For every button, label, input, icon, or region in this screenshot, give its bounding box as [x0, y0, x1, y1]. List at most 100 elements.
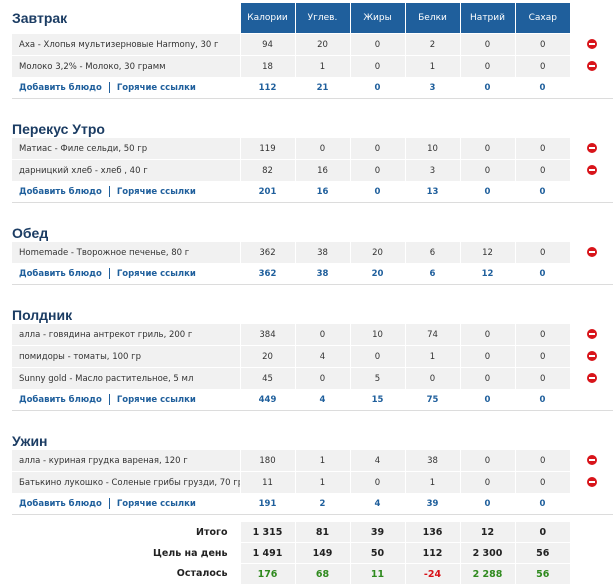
delete-cell [570, 472, 613, 494]
meal-title: Обед [12, 203, 613, 242]
delete-entry-icon[interactable] [587, 247, 597, 257]
meal-total-value-5: 0 [460, 493, 515, 515]
quick-links-link[interactable]: Горячие ссылки [117, 269, 196, 279]
food-entry-value-5: 12 [460, 242, 515, 264]
column-header-1[interactable]: Калории [240, 3, 295, 34]
food-entry-name[interactable]: Молоко 3,2% - Молоко, 30 грамм [12, 56, 240, 78]
food-entry-value-2: 0 [295, 324, 350, 346]
delete-entry-icon[interactable] [587, 143, 597, 153]
meal-total-value-1: 449 [240, 389, 295, 411]
food-entry-name[interactable]: Аха - Хлопья мультизерновые Harmony, 30 … [12, 34, 240, 56]
delete-cell [570, 368, 613, 390]
column-header-5[interactable]: Натрий [460, 3, 515, 34]
meal-total-value-6: 0 [515, 263, 570, 285]
totals-spacer [570, 181, 613, 203]
food-entry-name[interactable]: Матиас - Филе сельди, 50 гр [12, 138, 240, 160]
meal-links: Добавить блюдо Горячие ссылки [12, 389, 240, 411]
summary-value-1: 176 [240, 564, 295, 584]
delete-entry-icon[interactable] [587, 477, 597, 487]
summary-value-4: 136 [405, 522, 460, 543]
food-entry-row[interactable]: Батькино лукошко - Соленые грибы грузди,… [12, 472, 613, 494]
delete-cell [570, 242, 613, 264]
add-food-link[interactable]: Добавить блюдо [19, 499, 102, 509]
quick-links-link[interactable]: Горячие ссылки [117, 187, 196, 197]
quick-links-link[interactable]: Горячие ссылки [117, 499, 196, 509]
food-entry-value-4: 74 [405, 324, 460, 346]
summary-value-3: 39 [350, 522, 405, 543]
meal-header-row: Обед [12, 203, 613, 242]
meal-total-value-4: 39 [405, 493, 460, 515]
meal-total-value-5: 0 [460, 389, 515, 411]
meal-total-value-1: 112 [240, 77, 295, 99]
delete-entry-icon[interactable] [587, 373, 597, 383]
delete-entry-icon[interactable] [587, 39, 597, 49]
link-separator [109, 268, 110, 279]
summary-label: Цель на день [12, 543, 240, 564]
link-separator [109, 82, 110, 93]
delete-entry-icon[interactable] [587, 329, 597, 339]
food-entry-value-4: 2 [405, 34, 460, 56]
totals-spacer [570, 389, 613, 411]
food-entry-name[interactable]: Homemade - Творожное печенье, 80 г [12, 242, 240, 264]
food-entry-value-3: 0 [350, 56, 405, 78]
food-entry-value-3: 0 [350, 160, 405, 182]
quick-links-link[interactable]: Горячие ссылки [117, 83, 196, 93]
quick-links-link[interactable]: Горячие ссылки [117, 395, 196, 405]
food-entry-row[interactable]: Аха - Хлопья мультизерновые Harmony, 30 … [12, 34, 613, 56]
meal-total-value-4: 75 [405, 389, 460, 411]
food-entry-value-5: 0 [460, 324, 515, 346]
delete-entry-icon[interactable] [587, 61, 597, 71]
add-food-link[interactable]: Добавить блюдо [19, 187, 102, 197]
totals-spacer [570, 493, 613, 515]
food-entry-value-3: 20 [350, 242, 405, 264]
meal-total-value-6: 0 [515, 181, 570, 203]
column-header-3[interactable]: Жиры [350, 3, 405, 34]
food-entry-value-6: 0 [515, 138, 570, 160]
food-entry-name[interactable]: Батькино лукошко - Соленые грибы грузди,… [12, 472, 240, 494]
meal-title: Полдник [12, 285, 613, 324]
link-separator [109, 394, 110, 405]
column-header-2[interactable]: Углев. [295, 3, 350, 34]
add-food-link[interactable]: Добавить блюдо [19, 395, 102, 405]
food-entry-value-2: 0 [295, 368, 350, 390]
food-entry-value-4: 6 [405, 242, 460, 264]
meal-total-value-6: 0 [515, 389, 570, 411]
meal-title: Завтрак [12, 3, 240, 34]
summary-value-2: 68 [295, 564, 350, 584]
food-entry-value-3: 5 [350, 368, 405, 390]
food-entry-name[interactable]: алла - куриная грудка вареная, 120 г [12, 450, 240, 472]
food-entry-name[interactable]: алла - говядина антрекот гриль, 200 г [12, 324, 240, 346]
food-entry-name[interactable]: помидоры - томаты, 100 гр [12, 346, 240, 368]
add-food-link[interactable]: Добавить блюдо [19, 83, 102, 93]
food-entry-value-1: 94 [240, 34, 295, 56]
meal-total-value-5: 0 [460, 77, 515, 99]
food-entry-name[interactable]: Sunny gold - Масло растительное, 5 мл [12, 368, 240, 390]
food-entry-value-6: 0 [515, 450, 570, 472]
meal-total-value-6: 0 [515, 77, 570, 99]
food-entry-name[interactable]: дарницкий хлеб - хлеб , 40 г [12, 160, 240, 182]
delete-entry-icon[interactable] [587, 165, 597, 175]
column-header-6[interactable]: Сахар [515, 3, 570, 34]
delete-cell [570, 138, 613, 160]
meal-total-value-2: 38 [295, 263, 350, 285]
food-entry-value-6: 0 [515, 160, 570, 182]
food-entry-value-5: 0 [460, 34, 515, 56]
column-header-4[interactable]: Белки [405, 3, 460, 34]
add-food-link[interactable]: Добавить блюдо [19, 269, 102, 279]
food-entry-value-4: 38 [405, 450, 460, 472]
delete-entry-icon[interactable] [587, 455, 597, 465]
delete-cell [570, 324, 613, 346]
delete-entry-icon[interactable] [587, 351, 597, 361]
